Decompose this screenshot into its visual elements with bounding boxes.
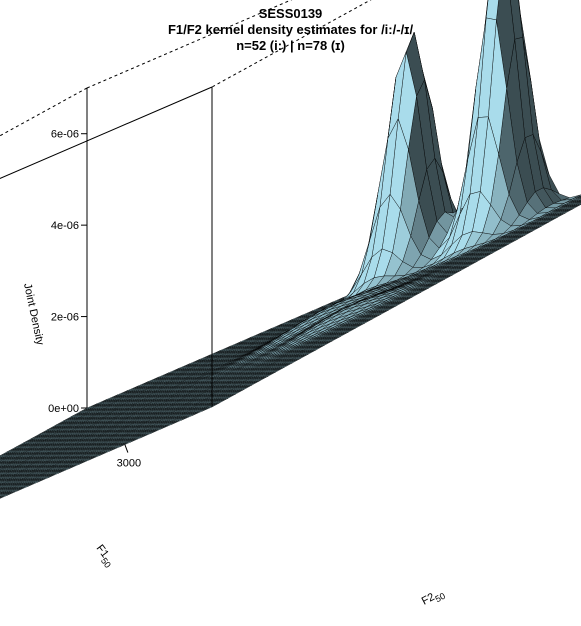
surface-facet — [0, 469, 4, 472]
z-tick-label: 6e-06 — [51, 129, 79, 141]
z-tick-label: 4e-06 — [51, 220, 79, 232]
surface-facet — [0, 486, 8, 492]
z-axis-label: Joint Density — [21, 282, 46, 347]
surface-facet — [0, 460, 5, 464]
y-tick-label: 3000 — [117, 458, 141, 470]
surface-facet — [0, 469, 9, 475]
chart-subtitle: F1/F2 kernel density estimates for /i:/-… — [167, 22, 414, 37]
surface-facet — [0, 486, 5, 490]
surface-facet — [0, 491, 9, 496]
surface-facet — [0, 491, 2, 493]
box-edge — [0, 86, 213, 179]
surface-facet — [0, 473, 5, 477]
surface-facet — [0, 491, 4, 494]
surface-facet — [0, 465, 3, 467]
y-axis-label: F250 — [420, 586, 447, 610]
surface-facet — [0, 486, 3, 489]
box-edge — [86, 0, 293, 89]
z-tick-label: 2e-06 — [51, 312, 79, 324]
surface-facet — [0, 478, 6, 482]
chart-title-block: SESS0139 F1/F2 kernel density estimates … — [0, 6, 581, 54]
surface-facet — [0, 469, 6, 473]
surface-facet — [0, 491, 6, 495]
surface-facet — [0, 456, 1, 458]
surface-facet — [0, 456, 6, 460]
surface-facet — [0, 460, 7, 465]
surface-facet — [0, 473, 7, 478]
surface-facet — [0, 460, 2, 462]
x-axis-label: F150 — [91, 543, 117, 570]
box-edge — [0, 87, 88, 137]
chart-subtitle-counts: n=52 (i:) | n=78 (ɪ) — [236, 38, 345, 53]
axis-ticks: 0e+002e-064e-066e-0610002000300010002000… — [48, 129, 141, 470]
surface-facet — [0, 491, 15, 499]
bounding-box-front — [0, 86, 213, 407]
surface-facet — [0, 465, 5, 469]
surface-facet — [0, 478, 1, 479]
surface-facet — [0, 482, 7, 487]
z-tick-label: 0e+00 — [48, 403, 79, 415]
surface-facet — [0, 464, 8, 470]
box-edge — [211, 0, 372, 88]
surface-facet — [0, 482, 5, 486]
y-tick — [124, 444, 129, 453]
surface-facet — [0, 482, 2, 484]
chart-title: SESS0139 — [258, 6, 323, 21]
surface-facet — [0, 456, 8, 461]
surface-facet — [0, 495, 5, 499]
